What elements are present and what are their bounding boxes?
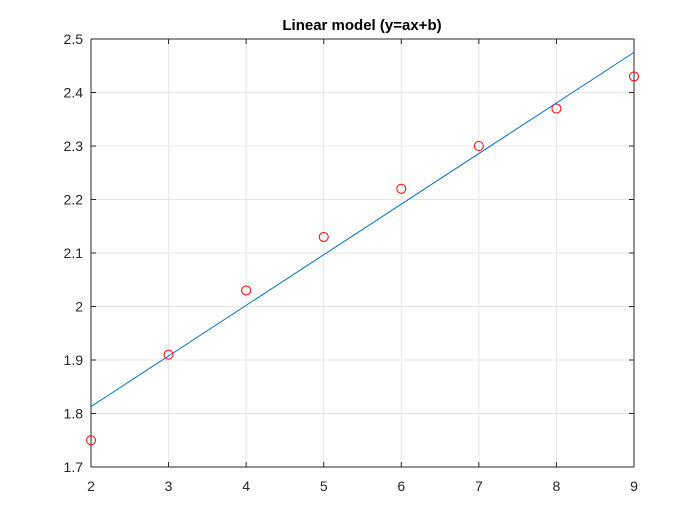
x-tick-label: 8 — [553, 478, 561, 494]
fit-line — [90, 51, 635, 407]
axes — [90, 38, 635, 468]
y-tick-label: 2.1 — [64, 245, 84, 261]
x-tick-label: 4 — [242, 478, 250, 494]
y-tick-label: 2 — [75, 299, 83, 315]
data-point — [551, 103, 562, 114]
x-tick-label: 7 — [475, 478, 483, 494]
data-point — [241, 285, 252, 296]
y-tick-label: 2.4 — [64, 85, 84, 101]
data-point — [473, 141, 484, 151]
y-tick-label: 2.2 — [64, 192, 84, 208]
y-tick-label: 1.8 — [64, 406, 84, 422]
y-tick-label: 2.3 — [64, 138, 84, 154]
y-tick-label: 1.7 — [64, 459, 84, 475]
chart-title: Linear model (y=ax+b) — [282, 17, 441, 34]
y-tick-label: 2.5 — [64, 31, 84, 47]
tick-labels: 2 3 4 5 6 7 8 9 1.7 1.8 1.9 2 2.1 2.2 2.3 2.4 2.5 — [64, 31, 639, 494]
grid — [90, 38, 635, 468]
x-tick-label: 9 — [630, 478, 638, 494]
x-tick-label: 6 — [397, 478, 405, 494]
y-tick-label: 1.9 — [64, 352, 84, 368]
data-point — [318, 231, 329, 242]
plot-area — [86, 51, 639, 446]
x-tick-label: 3 — [165, 478, 173, 494]
x-tick-label: 2 — [87, 478, 95, 494]
data-point — [629, 71, 639, 82]
data-point — [163, 349, 174, 360]
data-point — [86, 435, 96, 446]
x-tick-label: 5 — [320, 478, 328, 494]
data-point — [396, 183, 407, 194]
